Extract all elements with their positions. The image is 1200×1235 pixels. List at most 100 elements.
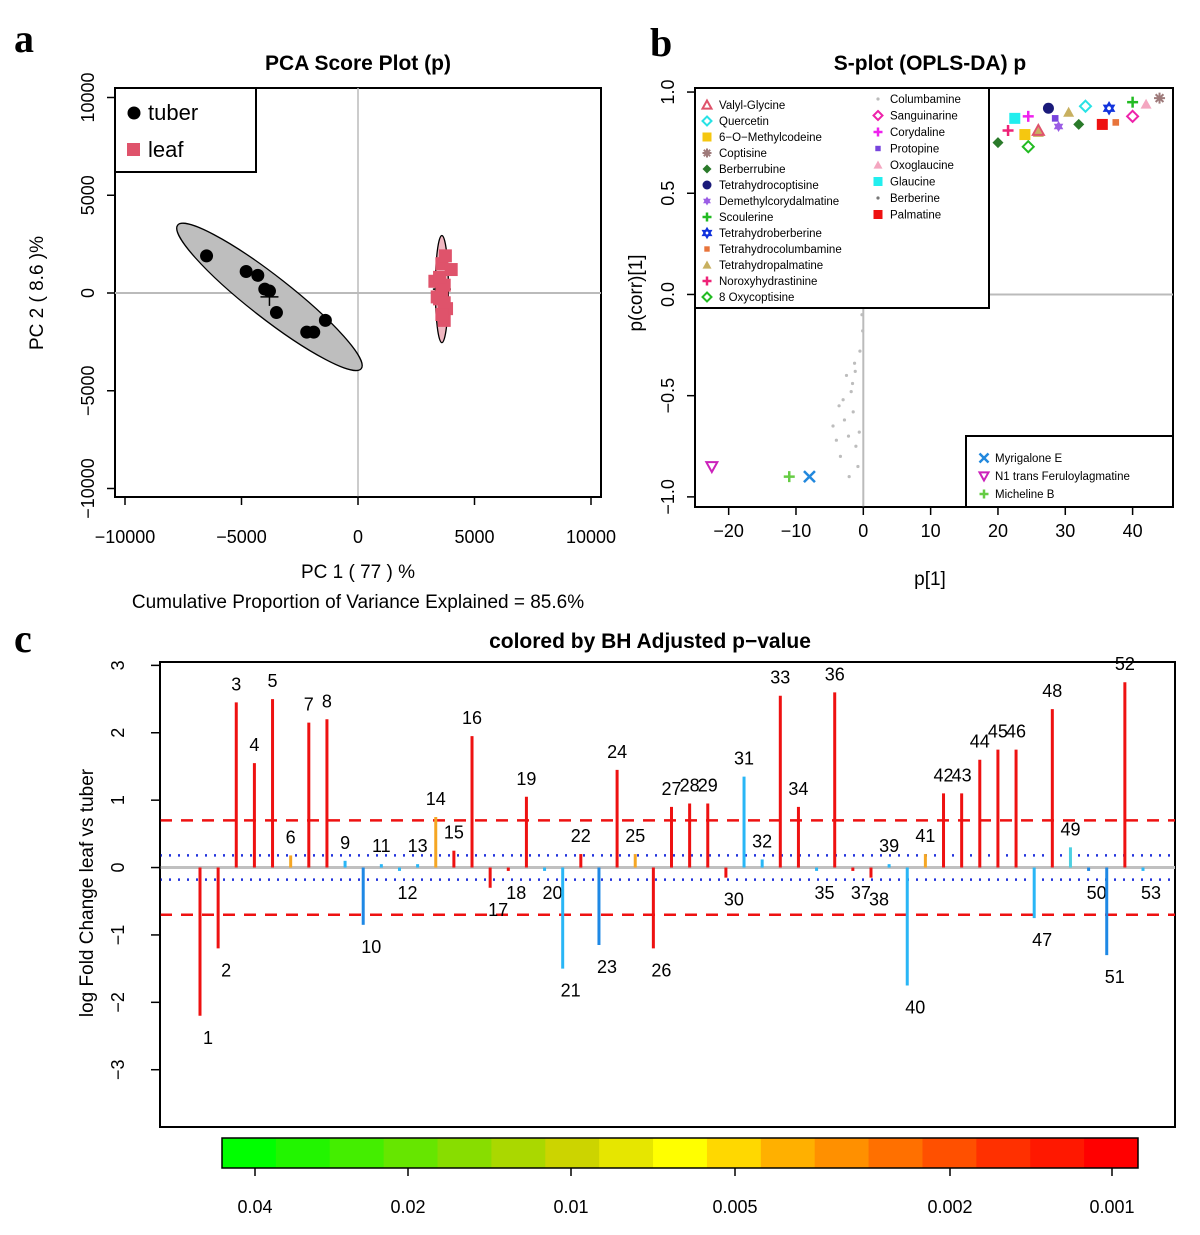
splot-legend-label: Micheline B xyxy=(995,489,1055,501)
splot-point xyxy=(1112,119,1120,126)
splot-legend-label: Oxoglaucine xyxy=(890,160,954,172)
pca-point-tuber xyxy=(239,264,253,278)
splot-background-point xyxy=(858,349,862,353)
legend-label-leaf: leaf xyxy=(148,137,184,162)
fc-bar-label: 8 xyxy=(322,691,332,711)
splot-legend-marker xyxy=(701,291,713,303)
pca-x-tick-label: 5000 xyxy=(454,527,494,547)
splot-legend-label: Demethylcorydalmatine xyxy=(719,196,839,208)
colorbar-segment xyxy=(922,1138,977,1168)
splot-point-shape xyxy=(1019,129,1031,141)
splot-legend-marker-shape xyxy=(876,97,880,101)
splot-legend-marker xyxy=(873,160,883,169)
splot-y-tick-label: −1.0 xyxy=(658,479,678,515)
fc-bar-label: 47 xyxy=(1032,930,1052,950)
splot-legend-marker-shape xyxy=(873,177,883,186)
pca-legend: tuber leaf xyxy=(114,87,257,173)
fc-y-axis-label: log Fold Change leaf vs tuber xyxy=(77,768,98,1017)
pca-zero-lines xyxy=(115,88,601,497)
colorbar-segment xyxy=(599,1138,654,1168)
splot-legend-label: Corydaline xyxy=(890,127,945,139)
pca-point-leaf xyxy=(437,296,451,310)
pca-point-tuber xyxy=(251,268,265,282)
splot-legend-label: Protopine xyxy=(890,144,939,156)
splot-y-tick-label: 0.5 xyxy=(658,181,678,206)
pca-point-leaf-shape xyxy=(435,308,449,322)
splot-legend-upper-box xyxy=(694,87,990,309)
splot-legend-label: Tetrahydrocoptisine xyxy=(719,180,819,192)
fc-bar-label: 31 xyxy=(734,749,754,769)
splot-legend-marker xyxy=(702,212,712,222)
fc-bar-label: 29 xyxy=(698,776,718,796)
fc-bar-label: 41 xyxy=(915,826,935,846)
splot-legend-label: Palmatine xyxy=(890,210,941,222)
splot-background-point xyxy=(849,390,853,394)
colorbar-segment xyxy=(814,1138,870,1168)
colorbar-segment xyxy=(275,1138,331,1168)
splot-x-tick-label: 20 xyxy=(988,521,1008,541)
fc-y-tick-label: −1 xyxy=(108,925,128,946)
fc-bar-label: 46 xyxy=(1006,722,1026,742)
p-value-colorbar: 0.04 0.02 0.01 0.005 0.002 0.001 xyxy=(221,1137,1139,1217)
pca-point-tuber-shape xyxy=(269,306,283,320)
fc-bar-label: 23 xyxy=(597,957,617,977)
splot-background-point xyxy=(846,434,851,438)
splot-background-point xyxy=(860,313,864,317)
splot-legend-marker xyxy=(702,148,712,158)
fc-bar-label: 26 xyxy=(651,960,671,980)
splot-legend-marker xyxy=(702,276,712,286)
fc-bar-label: 44 xyxy=(970,732,990,752)
colorbar-label: 0.001 xyxy=(1089,1197,1134,1217)
fc-bar-label: 33 xyxy=(770,668,790,688)
splot-x-tick-label: −10 xyxy=(781,521,812,541)
pca-point-tuber xyxy=(200,249,214,263)
splot-legend-marker xyxy=(702,132,712,142)
colorbar-segment xyxy=(491,1138,546,1168)
splot-legend-label: 8 Oxycoptisine xyxy=(719,292,794,304)
pca-y-tick-label: −10000 xyxy=(78,458,98,519)
pca-point-leaf xyxy=(433,270,447,284)
splot-legend-label: Tetrahydropalmatine xyxy=(719,260,823,272)
splot-point xyxy=(1002,125,1014,137)
pca-point-tuber-shape xyxy=(307,325,321,339)
splot-y-axis-label: p(corr)[1] xyxy=(626,254,647,331)
splot-point-shape xyxy=(1031,122,1046,136)
splot-legend-label: Sanguinarine xyxy=(890,111,958,123)
pca-point-leaf xyxy=(444,263,458,277)
legend-marker-leaf xyxy=(127,143,140,156)
splot-legend-label: Scoulerine xyxy=(719,212,773,224)
splot-point xyxy=(704,461,720,475)
splot-point xyxy=(1127,96,1139,108)
splot-legend-marker xyxy=(873,210,883,219)
pca-point-leaf-shape xyxy=(438,249,452,263)
splot-x-tick-label: 0 xyxy=(858,521,868,541)
splot-legend-marker-shape xyxy=(977,471,991,483)
splot-background-point xyxy=(837,404,841,408)
splot-legend-marker xyxy=(875,145,881,152)
fc-bar-label: 35 xyxy=(815,883,835,903)
fc-bar-label: 48 xyxy=(1042,681,1062,701)
splot-legend-label: Glaucine xyxy=(890,177,935,189)
colorbar-segment xyxy=(545,1138,600,1168)
splot-point xyxy=(1031,122,1046,136)
splot-background-point xyxy=(838,454,843,458)
panel-letter-b: b xyxy=(650,20,672,65)
fc-bar-label: 1 xyxy=(203,1028,213,1048)
pca-point-leaf xyxy=(435,308,449,322)
colorbar-label: 0.04 xyxy=(237,1197,272,1217)
splot-background-point xyxy=(842,418,847,422)
splot-point xyxy=(1009,112,1021,124)
pca-point-tuber xyxy=(318,313,332,327)
splot-legend-marker xyxy=(702,260,712,269)
splot-legend-label: Quercetin xyxy=(719,116,769,128)
splot-legend-label: 6−O−Methylcodeine xyxy=(719,132,822,144)
fc-threshold-lines xyxy=(160,819,1175,916)
fc-bar-label: 3 xyxy=(231,674,241,694)
fc-bar-label: 4 xyxy=(249,735,259,755)
splot-y-tick-label: 0.0 xyxy=(658,282,678,307)
pca-point-leaf-shape xyxy=(437,296,451,310)
fc-bar-label: 45 xyxy=(988,722,1008,742)
pca-point-tuber-shape xyxy=(262,284,276,298)
legend-marker-tuber xyxy=(127,106,141,120)
